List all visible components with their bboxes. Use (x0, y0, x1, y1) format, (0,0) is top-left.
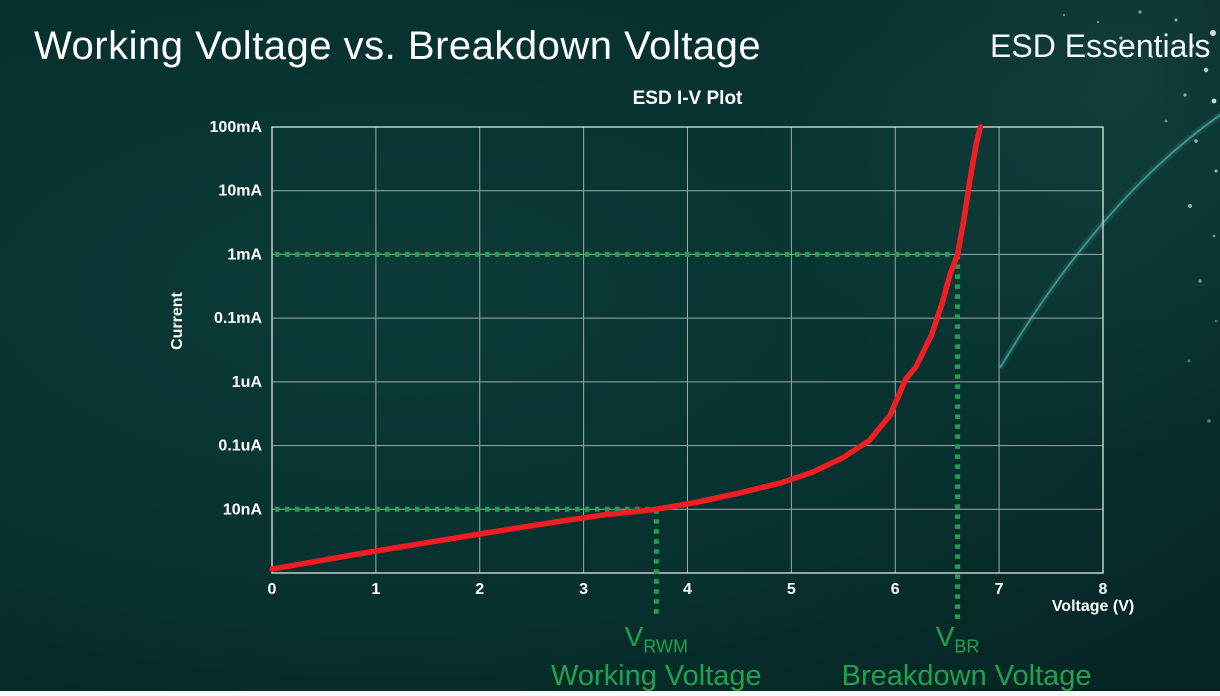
svg-text:5: 5 (787, 581, 796, 598)
svg-text:10mA: 10mA (218, 183, 262, 200)
swoosh-line (999, 113, 1220, 369)
vrwm-symbol-main: V (624, 621, 644, 652)
svg-text:0: 0 (268, 581, 277, 598)
chart-title: ESD I-V Plot (632, 88, 743, 109)
vrwm-caption: Working Voltage (551, 660, 762, 693)
svg-text:1: 1 (371, 581, 380, 598)
vbr-symbol: VBR (833, 622, 1083, 656)
vbr-caption: Breakdown Voltage (841, 660, 1092, 693)
brand-text: ESD Essentials (990, 28, 1211, 64)
vbr-annotation-label: VBR Breakdown Voltage (833, 622, 1092, 692)
page-title: Working Voltage vs. Breakdown Voltage (34, 24, 762, 68)
vrwm-annotation-label: VRWM Working Voltage (551, 622, 762, 692)
svg-text:1uA: 1uA (232, 374, 263, 391)
svg-text:0.1uA: 0.1uA (218, 438, 262, 455)
decor-swoosh (996, 110, 1220, 370)
bottom-strip (0, 691, 1220, 696)
svg-text:2: 2 (475, 581, 484, 598)
vrwm-symbol: VRWM (551, 622, 762, 656)
vbr-symbol-sub: BR (954, 636, 980, 657)
svg-text:1mA: 1mA (227, 246, 262, 263)
decor-dots (1062, 10, 1218, 423)
svg-text:10nA: 10nA (223, 501, 263, 518)
svg-text:4: 4 (683, 581, 692, 598)
svg-text:0.1mA: 0.1mA (214, 310, 262, 327)
svg-text:3: 3 (579, 581, 588, 598)
vrwm-symbol-sub: RWM (643, 636, 688, 657)
vbr-symbol-main: V (935, 621, 955, 652)
svg-text:100mA: 100mA (210, 119, 263, 136)
svg-text:6: 6 (891, 581, 900, 598)
x-axis-label: Voltage (V) (1051, 598, 1135, 615)
svg-text:7: 7 (995, 581, 1004, 598)
svg-text:8: 8 (1099, 581, 1108, 598)
